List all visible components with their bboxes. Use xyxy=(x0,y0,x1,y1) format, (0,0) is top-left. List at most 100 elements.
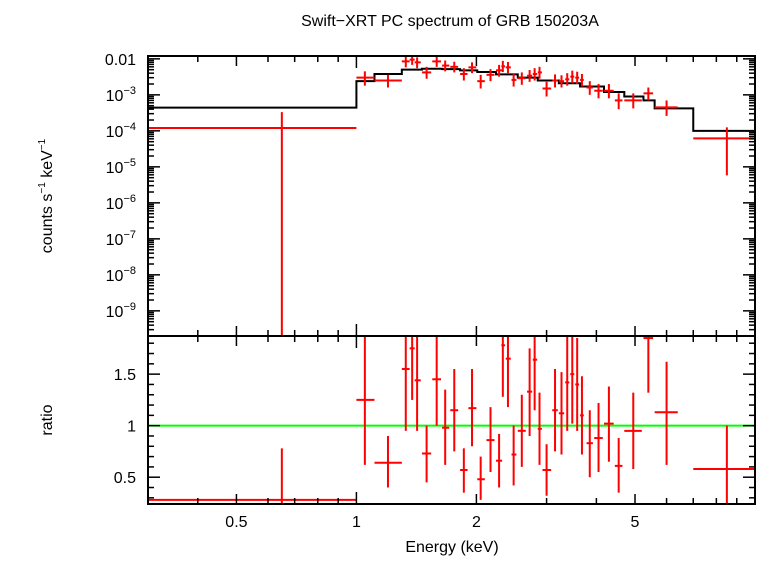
ratio-point-36 xyxy=(693,425,755,504)
ratio-ytick-label-1: 1 xyxy=(127,419,136,436)
ratio-point-17 xyxy=(511,425,517,486)
spectrum-point-12 xyxy=(477,74,485,89)
spectrum-ytick-label-6: 10−8 xyxy=(106,265,136,285)
spectrum-point-13 xyxy=(486,69,495,82)
spectrum-ytick-label-2: 10−4 xyxy=(106,121,136,141)
spectrum-point-29 xyxy=(586,81,593,95)
spectrum-point-34 xyxy=(643,87,654,101)
spectrum-ytick-label-7: 10−9 xyxy=(106,301,136,321)
spectrum-point-14 xyxy=(496,64,503,77)
spectrum-point-19 xyxy=(527,70,533,82)
ratio-point-35 xyxy=(654,361,678,465)
spectrum-ytick-label-5: 10−7 xyxy=(106,229,136,249)
ratio-data-points xyxy=(148,336,755,504)
spectrum-point-1 xyxy=(356,71,375,86)
spectrum-ytick-label-0: 0.01 xyxy=(105,52,136,69)
spectrum-point-4 xyxy=(409,56,415,65)
ratio-point-19 xyxy=(527,348,533,436)
ratio-ytick-label-2: 1.5 xyxy=(114,367,136,384)
spectrum-point-9 xyxy=(450,61,459,73)
x-axis-label: Energy (keV) xyxy=(405,539,498,556)
ratio-point-23 xyxy=(552,368,558,452)
spectrum-point-3 xyxy=(401,56,410,68)
spectrum-point-23 xyxy=(552,74,558,88)
spectrum-point-8 xyxy=(442,60,450,72)
spectrum-data-points xyxy=(148,56,755,336)
spectrum-point-35 xyxy=(654,100,678,116)
ratio-point-24 xyxy=(558,372,565,455)
spectrum-point-16 xyxy=(505,61,511,74)
spectrum-x-ticks xyxy=(147,56,756,336)
spectrum-point-21 xyxy=(537,66,542,79)
ratio-point-27 xyxy=(575,338,580,431)
spectrum-ytick-label-4: 10−6 xyxy=(106,193,136,213)
ratio-point-14 xyxy=(496,433,503,488)
spectrum-point-22 xyxy=(542,81,552,97)
spectrum-point-6 xyxy=(421,66,432,79)
ratio-panel: 0.5 1 1.5 0.5 1 2 5 xyxy=(114,335,756,531)
spectrum-panel: 0.01 10−3 10−4 10−5 10−6 10−7 10−8 10−9 xyxy=(105,52,756,337)
ratio-point-1 xyxy=(356,336,375,465)
ratio-point-32 xyxy=(614,438,623,493)
ratio-point-31 xyxy=(604,386,614,462)
spectrum-point-28 xyxy=(580,73,584,87)
ratio-point-5 xyxy=(414,336,421,431)
spectrum-ytick-label-1: 10−3 xyxy=(106,85,136,105)
ratio-point-3 xyxy=(401,336,410,431)
spectrum-point-0 xyxy=(148,112,357,336)
ratio-point-0 xyxy=(148,448,357,504)
model-curve xyxy=(148,67,755,132)
xtick-label-1: 1 xyxy=(352,514,361,531)
spectrum-point-15 xyxy=(501,60,506,73)
spectrum-ytick-label-3: 10−5 xyxy=(106,157,136,177)
ratio-point-15 xyxy=(501,336,506,397)
y-axis-label-ratio: ratio xyxy=(39,404,56,435)
y-axis-label-spectrum: counts s−1 keV−1 xyxy=(37,138,56,253)
spectrum-point-30 xyxy=(594,84,603,99)
xtick-label-0: 0.5 xyxy=(225,514,247,531)
model-step-line xyxy=(148,67,755,132)
ratio-point-26 xyxy=(570,336,575,424)
ratio-point-34 xyxy=(643,336,654,393)
spectrum-point-5 xyxy=(414,57,421,69)
ratio-ytick-label-0: 0.5 xyxy=(114,470,136,487)
ratio-point-11 xyxy=(468,368,477,447)
ratio-point-18 xyxy=(517,394,526,467)
spectrum-point-18 xyxy=(517,72,526,85)
ratio-point-25 xyxy=(565,336,570,431)
spectrum-y-ticks: 0.01 10−3 10−4 10−5 10−6 10−7 10−8 10−9 xyxy=(105,52,755,337)
spectrum-point-7 xyxy=(432,56,441,67)
xtick-label-3: 5 xyxy=(631,514,640,531)
spectrum-point-36 xyxy=(693,127,755,176)
ratio-point-9 xyxy=(450,368,459,452)
ratio-point-10 xyxy=(460,448,468,493)
spectrum-frame xyxy=(147,55,756,337)
spectrum-point-20 xyxy=(532,68,538,81)
ratio-point-20 xyxy=(532,336,538,411)
spectrum-point-10 xyxy=(460,68,468,81)
spectrum-point-17 xyxy=(511,73,517,87)
ratio-point-21 xyxy=(537,392,542,465)
ratio-point-16 xyxy=(505,336,511,408)
ratio-x-ticks: 0.5 1 2 5 xyxy=(147,336,756,531)
ratio-point-29 xyxy=(586,410,593,478)
ratio-point-2 xyxy=(374,435,402,488)
ratio-point-8 xyxy=(442,389,450,465)
y-axis-label-part-a: counts s xyxy=(39,194,56,254)
ratio-y-ticks: 0.5 1 1.5 xyxy=(114,342,755,499)
ratio-point-7 xyxy=(432,336,441,426)
spectrum-point-11 xyxy=(468,62,477,74)
ratio-point-30 xyxy=(594,402,603,473)
spectrum-point-33 xyxy=(624,93,642,109)
y-axis-label-sup-a: −1 xyxy=(37,182,48,194)
ratio-point-13 xyxy=(486,407,495,473)
spectrum-point-24 xyxy=(558,75,565,88)
ratio-point-22 xyxy=(542,444,552,496)
ratio-point-28 xyxy=(580,376,584,455)
ratio-point-6 xyxy=(421,425,432,483)
spectrum-point-32 xyxy=(614,93,623,110)
chart-title: Swift−XRT PC spectrum of GRB 150203A xyxy=(301,13,599,30)
spectrum-point-26 xyxy=(570,70,575,84)
spectrum-point-27 xyxy=(575,71,580,85)
